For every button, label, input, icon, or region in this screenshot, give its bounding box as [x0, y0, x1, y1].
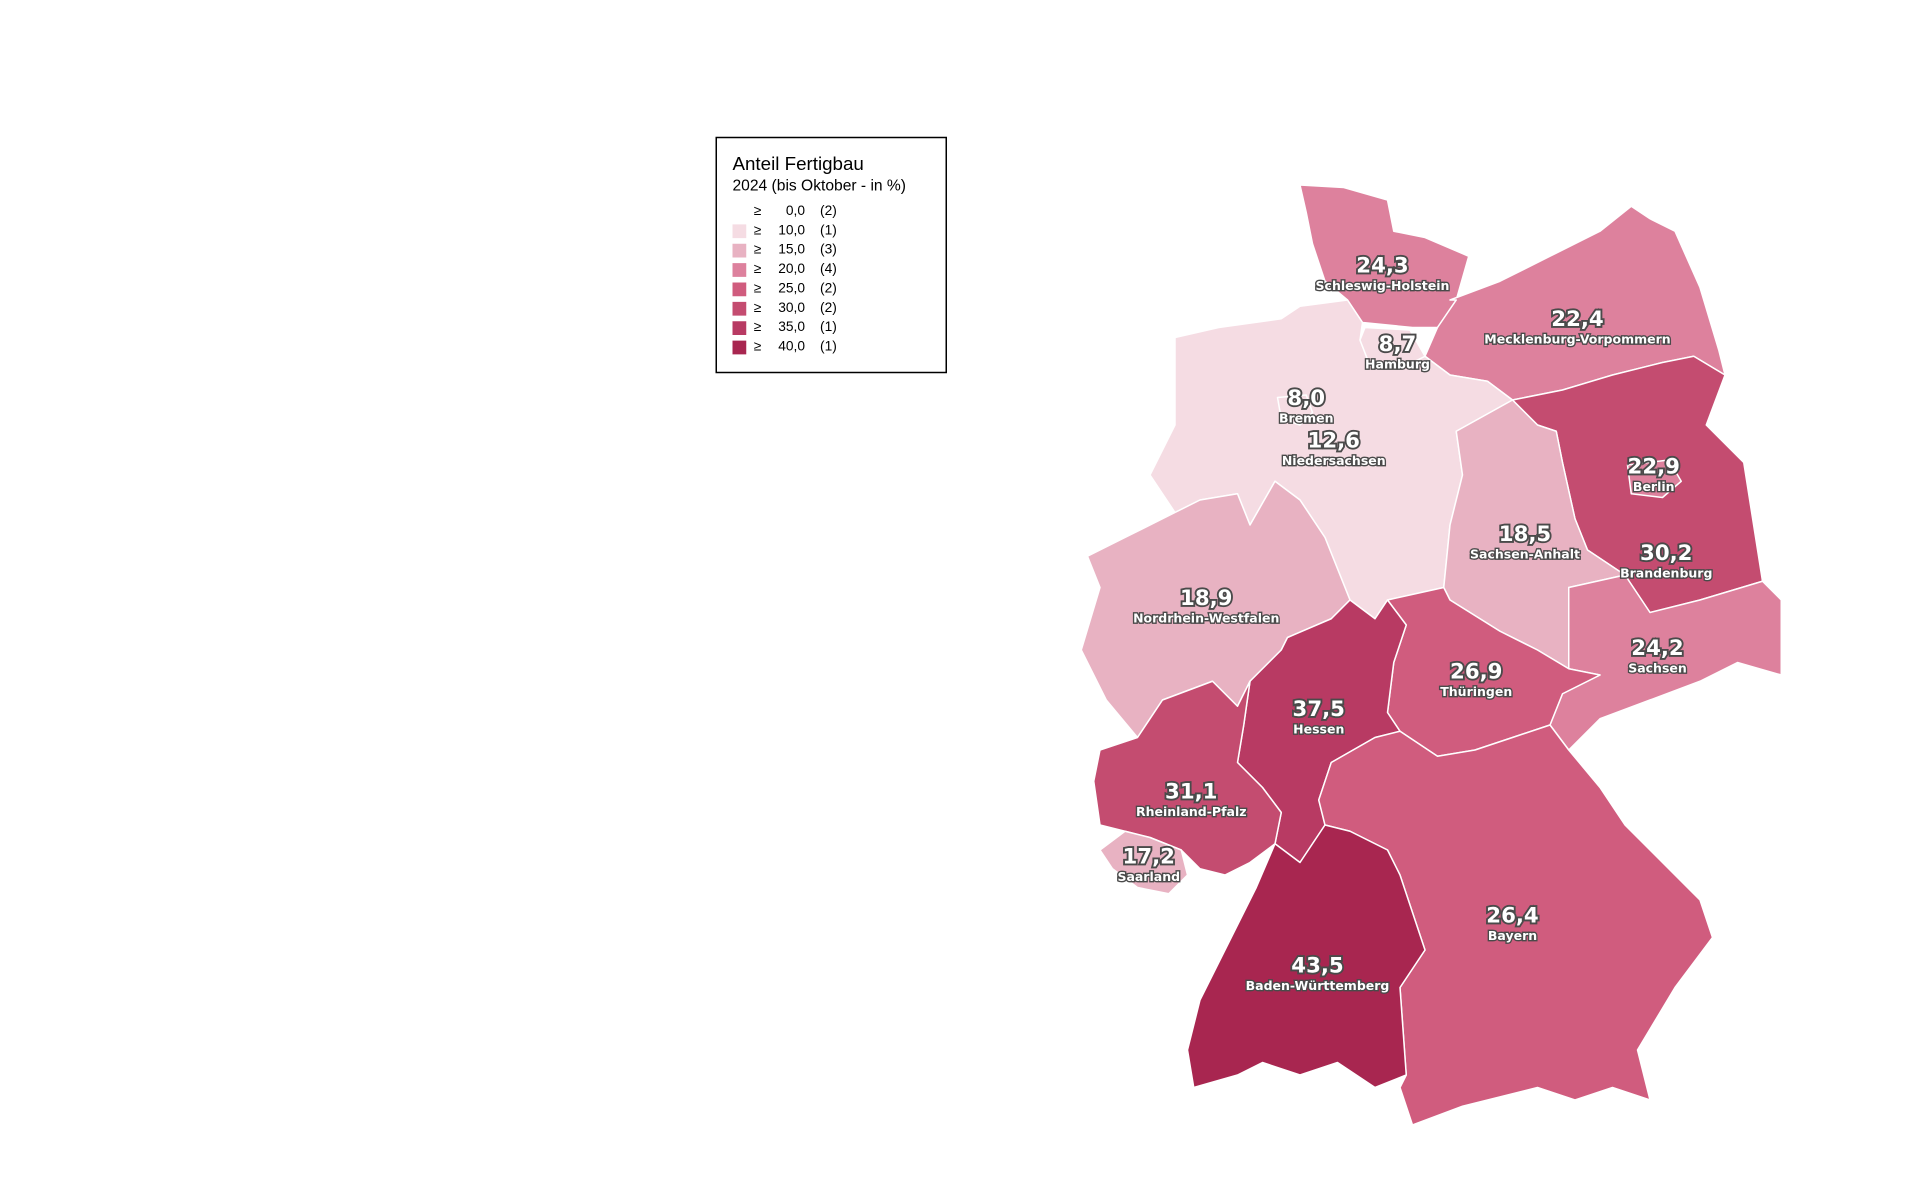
legend-symbol: ≥	[754, 242, 762, 257]
region-name: Saarland	[1117, 869, 1180, 884]
legend-symbol: ≥	[754, 280, 762, 295]
legend-symbol: ≥	[754, 319, 762, 334]
legend-count: (2)	[820, 203, 837, 218]
region-name: Bremen	[1279, 410, 1334, 425]
legend-swatch	[732, 340, 747, 355]
legend-threshold: 40,0	[778, 339, 805, 354]
region-name: Rheinland-Pfalz	[1136, 804, 1247, 819]
region-name: Sachsen	[1628, 660, 1687, 675]
region-value: 18,9	[1180, 586, 1232, 611]
region-value: 37,5	[1293, 697, 1345, 722]
legend-swatch	[732, 224, 747, 239]
region-value: 24,3	[1356, 253, 1408, 278]
region	[1186, 824, 1426, 1089]
region-name: Niedersachsen	[1282, 453, 1386, 468]
region-name: Hamburg	[1365, 357, 1430, 372]
region-name: Mecklenburg-Vorpommern	[1484, 332, 1670, 347]
regions	[1080, 184, 1782, 1126]
region-name: Bayern	[1488, 928, 1537, 943]
region-value: 18,5	[1499, 522, 1551, 547]
legend-swatch	[732, 301, 747, 316]
legend-count: (1)	[820, 222, 837, 237]
legend-symbol: ≥	[754, 203, 762, 218]
region-name: Berlin	[1633, 479, 1675, 494]
region-value: 8,0	[1287, 386, 1325, 411]
region-value: 26,9	[1450, 660, 1502, 685]
region-value: 8,7	[1379, 332, 1417, 357]
region-value: 17,2	[1123, 845, 1175, 870]
region-name: Sachsen-Anhalt	[1470, 547, 1580, 562]
region	[1359, 326, 1426, 370]
region-name: Hessen	[1293, 722, 1344, 737]
legend-count: (2)	[820, 300, 837, 315]
region	[1099, 830, 1189, 895]
legend-subtitle: 2024 (bis Oktober - in %)	[733, 177, 907, 194]
legend-count: (3)	[820, 242, 837, 257]
legend-threshold: 0,0	[786, 203, 805, 218]
legend-symbol: ≥	[754, 261, 762, 276]
region-value: 43,5	[1291, 953, 1343, 978]
legend-threshold: 10,0	[778, 222, 805, 237]
legend-count: (1)	[820, 319, 837, 334]
region-name: Baden-Württemberg	[1246, 978, 1390, 993]
legend-swatch	[732, 263, 747, 277]
legend-swatch	[732, 282, 747, 297]
region-value: 22,4	[1551, 307, 1603, 332]
region-name: Schleswig-Holstein	[1316, 278, 1450, 293]
region-value: 12,6	[1308, 428, 1360, 453]
legend-count: (2)	[820, 280, 837, 295]
legend: Anteil Fertigbau 2024 (bis Oktober - in …	[715, 136, 947, 374]
region	[1276, 394, 1314, 426]
legend-threshold: 30,0	[778, 300, 805, 315]
legend-threshold: 35,0	[778, 319, 805, 334]
region-name: Nordrhein-Westfalen	[1133, 610, 1279, 625]
legend-symbol: ≥	[754, 222, 762, 237]
region-value: 26,4	[1486, 903, 1538, 928]
region-value: 31,1	[1165, 780, 1217, 805]
region-name: Thüringen	[1440, 684, 1512, 699]
region	[1626, 459, 1682, 499]
legend-title: Anteil Fertigbau	[733, 153, 864, 174]
region-value: 30,2	[1640, 541, 1692, 566]
legend-threshold: 25,0	[778, 280, 805, 295]
region	[1093, 680, 1282, 876]
legend-symbol: ≥	[754, 300, 762, 315]
legend-count: (1)	[820, 339, 837, 354]
legend-threshold: 20,0	[778, 261, 805, 276]
legend-box	[715, 136, 947, 374]
region-value: 22,9	[1628, 455, 1680, 480]
region-name: Brandenburg	[1620, 565, 1712, 580]
legend-threshold: 15,0	[778, 242, 805, 257]
legend-count: (4)	[820, 261, 837, 276]
legend-swatch	[732, 321, 747, 335]
legend-swatch	[732, 243, 747, 258]
legend-symbol: ≥	[754, 339, 762, 354]
region-value: 24,2	[1631, 636, 1683, 661]
